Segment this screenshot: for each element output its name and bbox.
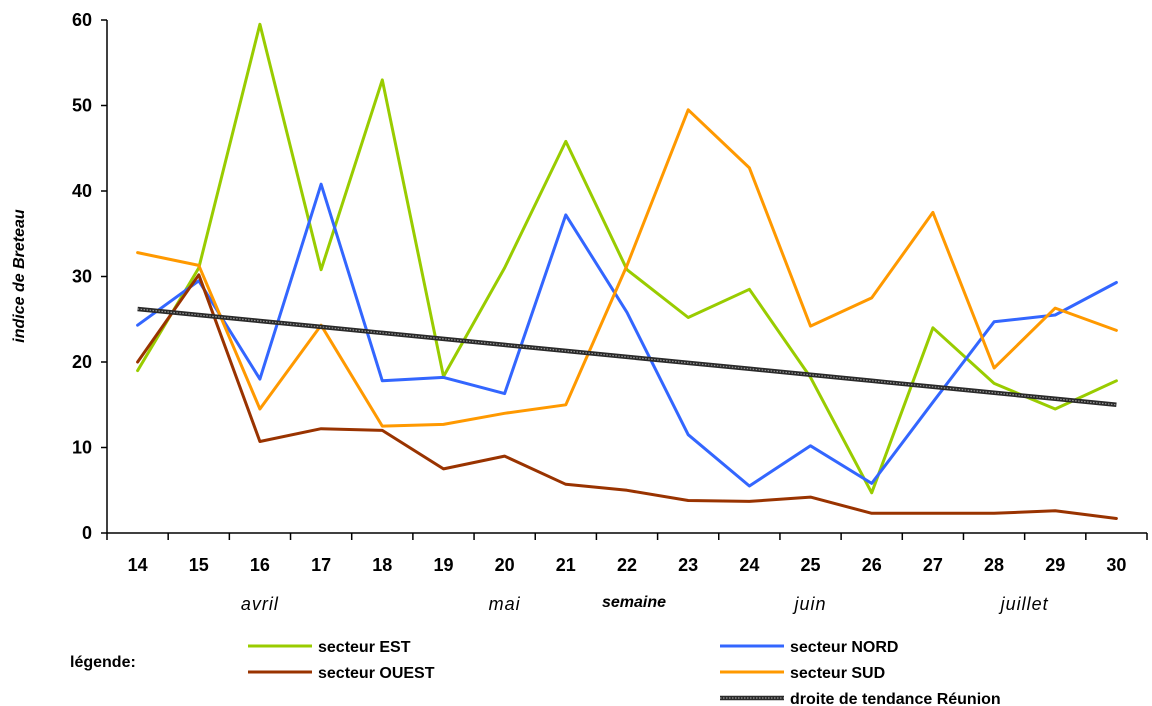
legend: secteur EST secteur NORD secteur OUEST sect… — [248, 639, 1001, 706]
y-axis: 0 10 20 30 40 50 60 — [72, 10, 108, 543]
x-tick-label: 27 — [923, 555, 943, 575]
y-tick-label: 40 — [72, 181, 92, 201]
series-layer — [136, 22, 1118, 520]
series-line-secteur-sud — [136, 108, 1118, 428]
y-tick-label: 60 — [72, 10, 92, 30]
x-tick-label: 18 — [372, 555, 392, 575]
month-label: avril — [241, 594, 279, 614]
y-tick-label: 30 — [72, 267, 92, 287]
series-line-secteur-nord — [136, 182, 1118, 488]
x-tick-label: 21 — [556, 555, 576, 575]
series-line-secteur-est — [136, 22, 1118, 495]
y-tick-label: 0 — [82, 523, 92, 543]
x-axis: 14 15 16 17 18 19 20 21 22 23 24 25 26 27 28 29 30 avril m… — [106, 532, 1148, 614]
x-tick-label: 24 — [739, 555, 759, 575]
month-label: juin — [792, 594, 827, 614]
legend-label-secteur-ouest: secteur OUEST — [318, 665, 435, 682]
legend-label-droite-de-tendance-reunion: droite de tendance Réunion — [790, 691, 1001, 706]
x-tick-label: 15 — [189, 555, 209, 575]
month-label: juillet — [998, 594, 1049, 614]
legend-label-secteur-sud: secteur SUD — [790, 665, 885, 682]
x-tick-label: 23 — [678, 555, 698, 575]
x-axis-title: semaine — [602, 594, 666, 611]
series-line-secteur-ouest — [136, 273, 1118, 520]
legend-label-secteur-est: secteur EST — [318, 639, 411, 656]
x-tick-label: 22 — [617, 555, 637, 575]
legend-title: légende: — [70, 654, 136, 671]
x-tick-label: 29 — [1045, 555, 1065, 575]
y-tick-label: 20 — [72, 352, 92, 372]
legend-label-secteur-nord: secteur NORD — [790, 639, 898, 656]
x-tick-label: 16 — [250, 555, 270, 575]
x-tick-label: 19 — [433, 555, 453, 575]
y-axis-title: indice de Breteau — [11, 209, 28, 343]
x-tick-label: 28 — [984, 555, 1004, 575]
x-tick-label: 20 — [495, 555, 515, 575]
y-tick-label: 50 — [72, 96, 92, 116]
x-tick-label: 30 — [1106, 555, 1126, 575]
series-line-droite-de-tendance-reunion-hatch — [137, 308, 1117, 406]
x-tick-label: 25 — [801, 555, 821, 575]
y-tick-label: 10 — [72, 438, 92, 458]
x-tick-label: 26 — [862, 555, 882, 575]
x-tick-label: 14 — [128, 555, 148, 575]
x-tick-label: 17 — [311, 555, 331, 575]
month-label: mai — [489, 594, 521, 614]
